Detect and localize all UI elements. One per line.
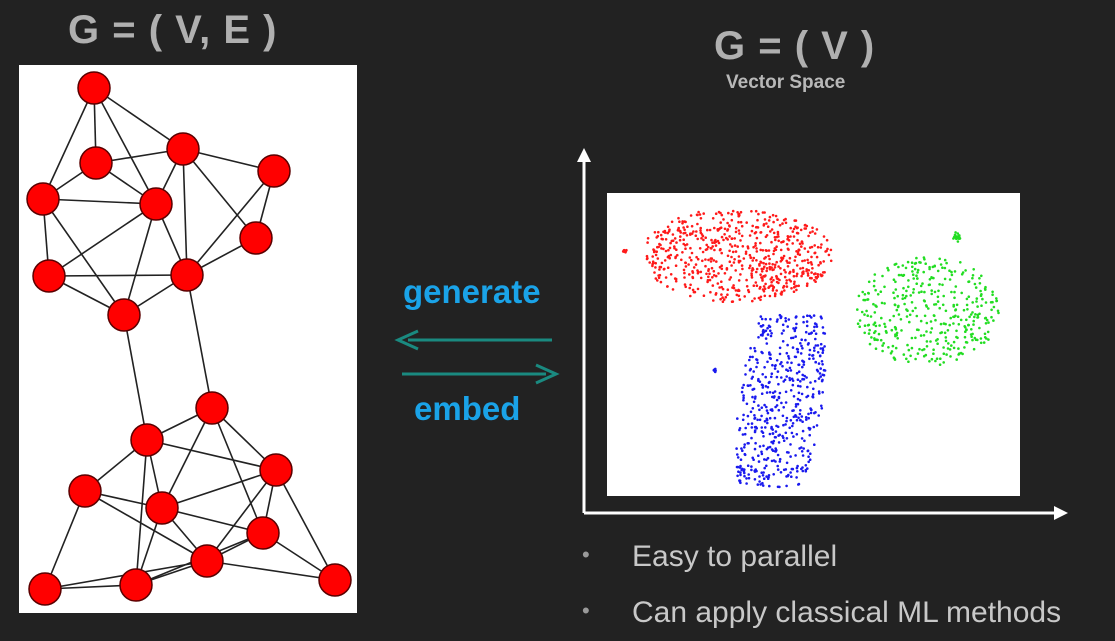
graph-node — [68, 474, 102, 508]
graph-edge — [206, 469, 277, 562]
graph-node — [318, 563, 352, 597]
bullet-icon: • — [582, 542, 590, 567]
graph-edge — [44, 490, 86, 590]
bullet-item: • Easy to parallel — [582, 540, 1112, 580]
generate-arrow — [394, 329, 552, 351]
graph-edge — [206, 560, 336, 581]
graph-diagram — [26, 71, 352, 606]
graph-edge — [211, 407, 264, 534]
graph-node — [257, 154, 291, 188]
bullet-item: • Can apply classical ML methods — [582, 596, 1112, 636]
bullet-text: Can apply classical ML methods — [632, 596, 1062, 629]
graph-node — [139, 187, 173, 221]
blue-cluster — [735, 313, 827, 489]
graph-node — [246, 516, 280, 550]
red-cluster — [645, 209, 833, 303]
graph-node — [170, 258, 204, 292]
graph-edge — [123, 203, 157, 316]
y-axis — [577, 148, 591, 513]
graph-node — [145, 491, 179, 525]
generate-label: generate — [403, 273, 541, 310]
graph-edge — [42, 198, 125, 316]
graph-node — [130, 423, 164, 457]
graph-edge — [161, 507, 264, 534]
graph-node — [259, 453, 293, 487]
graph-edge — [182, 148, 188, 276]
graph-edge — [161, 407, 213, 509]
graph-node — [190, 544, 224, 578]
graph-panel — [19, 65, 357, 613]
graph-node — [32, 259, 66, 293]
embed-arrow — [402, 363, 560, 385]
embedding-scatter-plot — [621, 209, 1000, 489]
green-subcluster — [952, 231, 962, 243]
bullet-text: Easy to parallel — [632, 540, 838, 573]
graph-edge — [123, 314, 148, 441]
vector-space-title: G = ( V ) — [714, 24, 876, 68]
blue-outlier — [712, 367, 717, 374]
graph-node — [26, 182, 60, 216]
graph-node — [239, 221, 273, 255]
graph-edge — [93, 87, 157, 205]
red-outlier — [621, 248, 628, 254]
graph-node — [28, 572, 62, 606]
graph-edge — [42, 87, 95, 200]
graph-edge — [135, 439, 148, 586]
graph-edge — [186, 170, 275, 276]
vector-space-subtitle: Vector Space — [726, 72, 846, 93]
x-axis — [584, 506, 1068, 520]
bullet-icon: • — [582, 598, 590, 623]
graph-edge — [161, 469, 277, 509]
graph-edge — [84, 490, 208, 562]
graph-node — [77, 71, 111, 105]
graph-node — [195, 391, 229, 425]
graph-edge — [42, 198, 157, 205]
graph-edge — [275, 469, 336, 581]
graph-edge — [48, 203, 157, 277]
graph-title: G = ( V, E ) — [68, 8, 278, 52]
graph-node — [119, 568, 153, 602]
embedding-scatter-panel — [607, 193, 1020, 496]
graph-edge — [48, 274, 188, 277]
green-cluster — [856, 256, 1000, 366]
graph-edge — [93, 87, 184, 150]
graph-edge — [146, 439, 277, 471]
graph-edge — [186, 274, 213, 409]
graph-node — [107, 298, 141, 332]
graph-edge — [182, 148, 257, 239]
graph-node — [79, 146, 113, 180]
graph-node — [166, 132, 200, 166]
embed-label: embed — [414, 390, 521, 427]
